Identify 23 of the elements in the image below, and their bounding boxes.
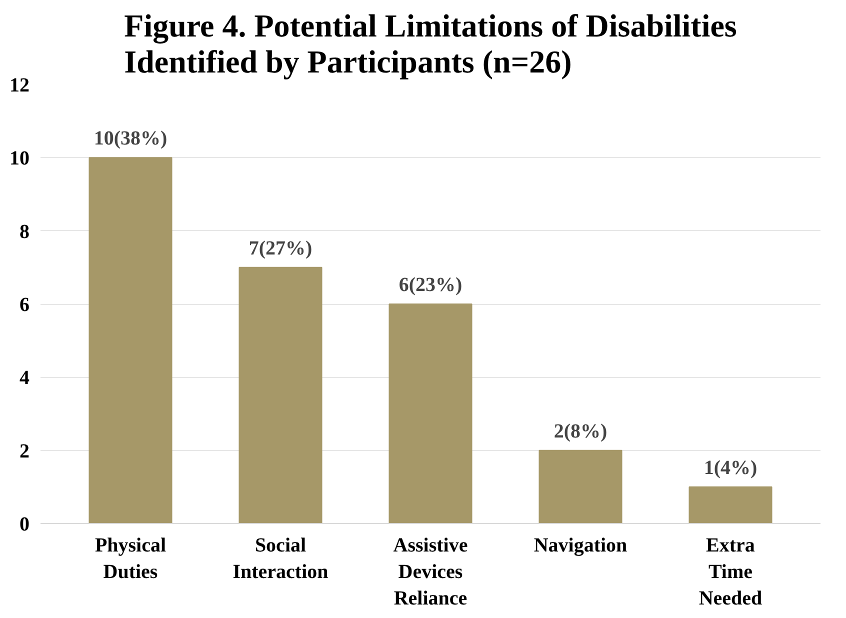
y-tick-label: 6 — [20, 294, 30, 316]
y-tick-label: 12 — [10, 74, 30, 96]
chart-title: Figure 4. Potential Limitations of Disabilities Identified by Participants (n=26) — [124, 8, 737, 80]
data-label: 7(27%) — [248, 237, 312, 260]
data-label: 1(4%) — [704, 456, 758, 479]
data-label: 10(38%) — [94, 128, 168, 150]
y-tick-label: 2 — [20, 440, 30, 462]
bar — [238, 266, 322, 524]
data-label: 6(23%) — [398, 274, 462, 296]
bar — [688, 486, 772, 524]
x-tick-label: Assistive Devices Reliance — [393, 534, 468, 610]
x-tick-label: Physical Duties — [94, 534, 166, 583]
y-tick-label: 0 — [20, 514, 30, 536]
data-label: 2(8%) — [554, 420, 608, 442]
x-tick-label: Social Interaction — [232, 534, 328, 583]
y-tick-label: 10 — [10, 148, 30, 170]
x-tick-label: Extra Time Needed — [698, 534, 762, 610]
x-tick-label: Navigation — [534, 534, 628, 556]
y-tick-label: 8 — [20, 220, 30, 243]
bar — [88, 157, 172, 524]
y-tick-label: 4 — [20, 367, 30, 390]
bar — [388, 304, 472, 524]
bar — [538, 450, 622, 524]
